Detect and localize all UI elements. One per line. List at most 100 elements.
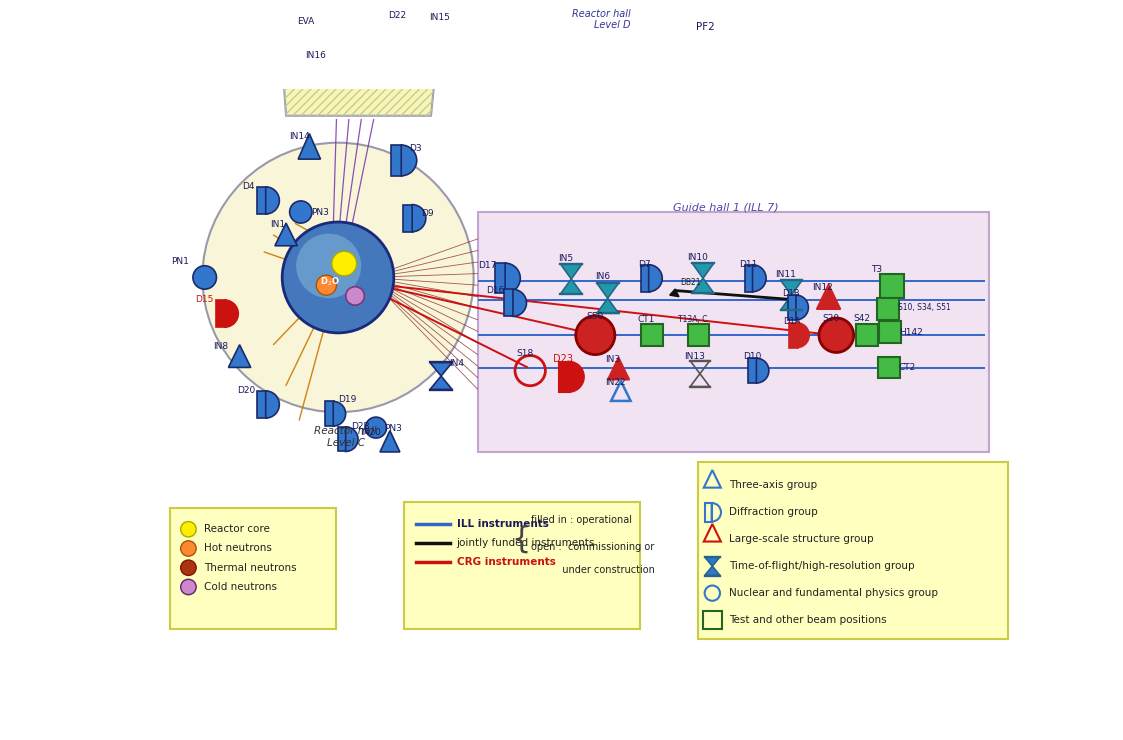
Wedge shape	[752, 265, 766, 292]
Text: Time-of-flight/high-resolution group: Time-of-flight/high-resolution group	[729, 561, 915, 571]
Bar	[788, 295, 797, 320]
Circle shape	[346, 286, 364, 305]
Bar	[641, 265, 649, 292]
Circle shape	[282, 222, 394, 333]
Polygon shape	[780, 295, 802, 310]
Text: IN3: IN3	[605, 354, 621, 363]
Text: IN5: IN5	[558, 254, 574, 263]
Text: D3: D3	[409, 144, 422, 152]
Text: IN6: IN6	[595, 272, 610, 281]
Polygon shape	[272, 0, 450, 115]
Bar	[703, 610, 722, 630]
Text: Large-scale structure group: Large-scale structure group	[729, 534, 874, 544]
Text: IN11: IN11	[776, 270, 796, 279]
Bar	[877, 298, 900, 320]
Circle shape	[181, 541, 197, 556]
Polygon shape	[328, 60, 350, 73]
Polygon shape	[228, 345, 250, 368]
Text: D$_2$O: D$_2$O	[320, 275, 340, 288]
Bar	[559, 362, 569, 392]
Text: S50: S50	[586, 312, 604, 321]
Wedge shape	[346, 427, 358, 451]
Text: IN16: IN16	[305, 50, 327, 59]
Polygon shape	[692, 278, 714, 293]
Text: {: {	[511, 525, 530, 554]
Polygon shape	[299, 134, 320, 159]
Text: PF2: PF2	[696, 22, 715, 33]
Text: CT2: CT2	[898, 363, 915, 372]
Text: D7: D7	[638, 260, 650, 269]
Circle shape	[193, 266, 217, 289]
Text: jointly funded instruments: jointly funded instruments	[457, 538, 595, 548]
Circle shape	[331, 252, 357, 276]
Bar	[879, 321, 901, 343]
Bar	[338, 427, 347, 451]
Polygon shape	[669, 289, 679, 297]
Bar	[857, 324, 878, 346]
Text: IN22: IN22	[605, 378, 626, 387]
Circle shape	[365, 417, 386, 438]
Text: D9: D9	[421, 209, 433, 218]
Wedge shape	[513, 289, 527, 316]
Circle shape	[672, 14, 686, 28]
Text: IN12: IN12	[812, 283, 833, 292]
Text: IN1: IN1	[270, 220, 285, 229]
Bar	[477, 212, 989, 452]
Wedge shape	[266, 391, 280, 418]
Text: IN4: IN4	[449, 359, 464, 368]
Bar	[403, 204, 413, 232]
Text: D19: D19	[338, 395, 356, 405]
Bar	[705, 503, 712, 522]
Text: DB21: DB21	[679, 278, 701, 287]
Polygon shape	[692, 263, 714, 278]
Text: T13A, C: T13A, C	[678, 314, 707, 323]
Wedge shape	[225, 300, 238, 327]
Polygon shape	[380, 431, 400, 452]
Text: S18: S18	[517, 349, 533, 358]
Text: PN3: PN3	[311, 208, 329, 217]
Text: ILL instruments: ILL instruments	[457, 519, 548, 529]
Wedge shape	[568, 362, 584, 392]
Text: D16: D16	[486, 286, 504, 295]
Text: Hot neutrons: Hot neutrons	[204, 543, 272, 554]
Text: T3: T3	[871, 265, 882, 274]
Wedge shape	[796, 323, 810, 348]
Text: D23: D23	[553, 354, 573, 365]
Text: IN8: IN8	[213, 342, 228, 351]
Text: EVA: EVA	[298, 17, 314, 26]
Text: Nuclear and fundamental physics group: Nuclear and fundamental physics group	[729, 588, 939, 598]
Bar	[368, 12, 380, 43]
Text: S20: S20	[822, 314, 840, 323]
Polygon shape	[596, 283, 619, 298]
Bar	[504, 289, 514, 316]
Text: D20: D20	[237, 386, 255, 395]
Wedge shape	[401, 145, 417, 176]
Text: D22: D22	[389, 10, 407, 19]
Polygon shape	[328, 73, 350, 87]
Wedge shape	[412, 204, 426, 232]
Text: PN3: PN3	[384, 424, 402, 433]
Circle shape	[296, 234, 362, 298]
Polygon shape	[816, 284, 840, 309]
Polygon shape	[704, 566, 720, 576]
Text: CT1: CT1	[638, 314, 655, 323]
Wedge shape	[649, 265, 663, 292]
Polygon shape	[560, 264, 582, 279]
Bar	[257, 391, 266, 418]
Polygon shape	[311, 14, 338, 42]
Text: CRG instruments: CRG instruments	[457, 557, 556, 568]
Bar	[216, 300, 226, 327]
Bar	[495, 263, 506, 293]
Text: IN13: IN13	[684, 352, 705, 360]
Text: S10, S34, S51: S10, S34, S51	[897, 303, 950, 312]
Circle shape	[576, 316, 614, 354]
Wedge shape	[757, 358, 769, 383]
Bar	[745, 265, 754, 292]
Text: D15: D15	[195, 295, 213, 304]
Text: D2B: D2B	[351, 423, 369, 431]
Text: D4: D4	[243, 182, 255, 191]
Bar	[641, 324, 663, 346]
Text: Diffraction group: Diffraction group	[729, 508, 819, 517]
Bar	[170, 508, 337, 629]
Circle shape	[181, 560, 197, 576]
